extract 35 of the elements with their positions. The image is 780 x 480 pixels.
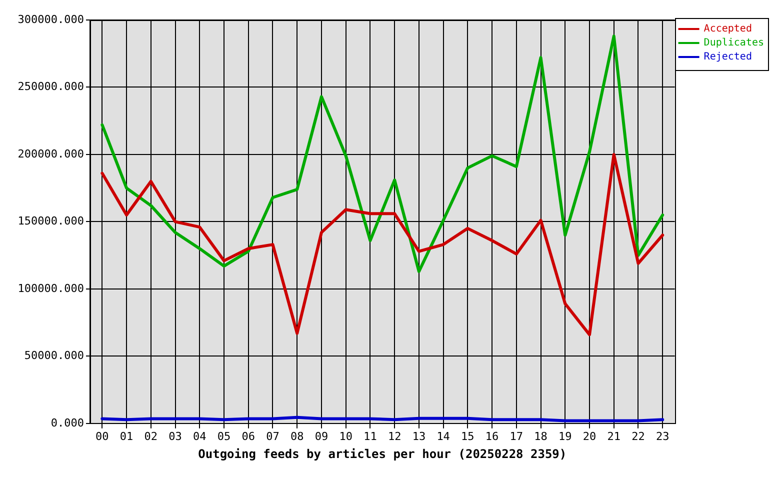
x-tick-label: 06 xyxy=(242,430,256,443)
x-tick-label: 02 xyxy=(144,430,158,443)
x-tick-label: 15 xyxy=(461,430,474,443)
y-tick-label: 200000.000 xyxy=(18,147,84,160)
y-tick-label: 0.000 xyxy=(50,416,84,430)
x-tick-label: 16 xyxy=(485,430,499,443)
x-tick-label: 09 xyxy=(314,430,328,443)
x-axis-title: Outgoing feeds by articles per hour (20250228 2359) xyxy=(198,446,567,461)
x-tick-label: 13 xyxy=(412,430,426,443)
y-tick-label: 250000.000 xyxy=(18,80,84,94)
y-tick-label: 150000.000 xyxy=(18,214,84,228)
x-tick-label: 22 xyxy=(632,430,645,443)
x-tick-label: 21 xyxy=(607,430,621,443)
x-tick-label: 18 xyxy=(534,430,548,443)
x-tick-label: 07 xyxy=(266,430,280,443)
x-tick-label: 05 xyxy=(217,430,231,443)
x-tick-label: 23 xyxy=(656,430,670,443)
x-tick-label: 14 xyxy=(436,430,450,443)
x-tick-label: 11 xyxy=(364,430,377,443)
x-tick-label: 17 xyxy=(510,430,524,443)
x-tick-label: 01 xyxy=(120,430,134,443)
x-tick-label: 19 xyxy=(558,430,572,443)
legend-label: Accepted xyxy=(704,24,752,35)
x-tick-label: 08 xyxy=(290,430,304,443)
x-tick-label: 12 xyxy=(388,430,402,443)
legend-label: Rejected xyxy=(704,52,752,63)
x-tick-label: 00 xyxy=(96,430,109,443)
x-tick-label: 20 xyxy=(582,430,596,443)
x-tick-label: 10 xyxy=(339,430,352,443)
x-tick-label: 04 xyxy=(193,430,207,443)
x-tick-label: 03 xyxy=(168,430,182,443)
legend-label: Duplicates xyxy=(704,38,764,49)
y-tick-label: 300000.000 xyxy=(18,12,84,26)
y-tick-label: 100000.000 xyxy=(18,282,84,295)
y-tick-label: 50000.000 xyxy=(24,349,84,362)
